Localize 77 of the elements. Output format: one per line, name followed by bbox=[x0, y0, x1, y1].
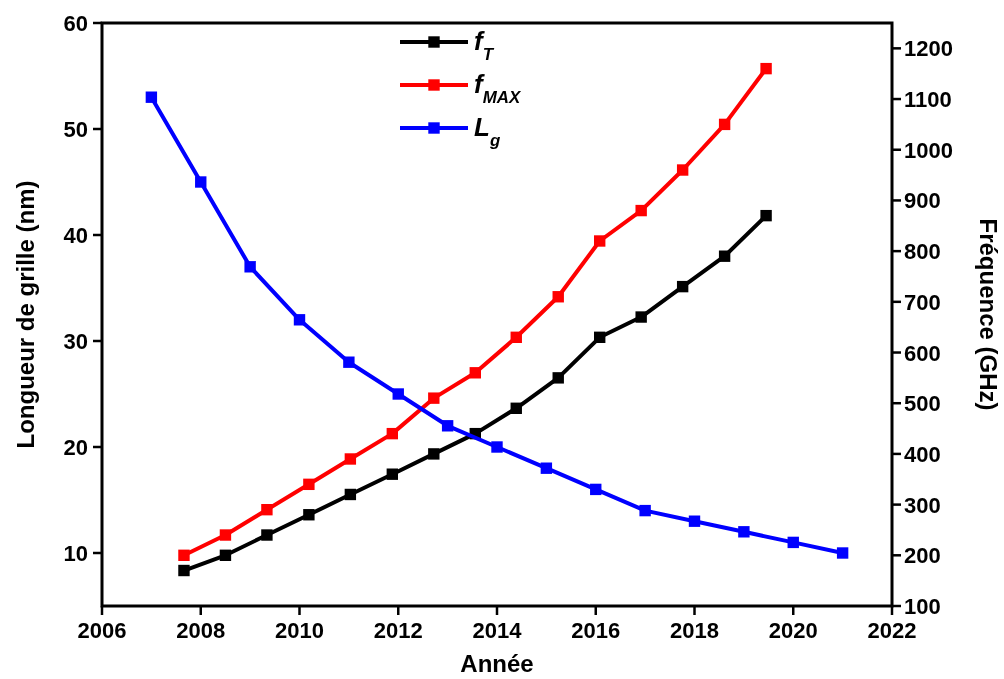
point bbox=[491, 441, 503, 453]
point bbox=[428, 392, 440, 404]
point bbox=[635, 204, 647, 217]
y2-tick-label: 600 bbox=[904, 340, 941, 366]
y2-tick-label: 300 bbox=[904, 492, 941, 518]
point bbox=[344, 453, 357, 465]
y2-tick-label: 100 bbox=[904, 594, 941, 619]
point bbox=[303, 509, 315, 521]
point bbox=[552, 291, 564, 303]
point bbox=[219, 529, 232, 541]
x-tick-label: 2014 bbox=[472, 618, 523, 643]
point bbox=[510, 331, 522, 344]
point bbox=[635, 311, 647, 323]
legend-label: L$_{g}$ bbox=[474, 112, 501, 150]
x-tick-label: 2012 bbox=[373, 618, 423, 643]
x-tick-label: 2016 bbox=[571, 618, 621, 643]
y2-tick-label: 200 bbox=[904, 543, 941, 569]
legend-label: f$_{MAX}$ bbox=[474, 69, 522, 107]
point bbox=[386, 427, 399, 440]
y2-tick-label: 1000 bbox=[904, 137, 953, 163]
point bbox=[303, 478, 315, 491]
legend-label: f$_{T}$ bbox=[474, 26, 495, 64]
point bbox=[540, 462, 553, 474]
point bbox=[594, 331, 606, 344]
y2-tick-label: 1100 bbox=[904, 87, 952, 113]
point bbox=[760, 62, 772, 75]
x-tick-label: 2018 bbox=[670, 618, 719, 643]
x-tick-label: 2022 bbox=[867, 618, 917, 643]
y2-tick-label: 900 bbox=[904, 188, 941, 214]
point bbox=[510, 402, 522, 414]
y2-tick-label: 700 bbox=[904, 289, 941, 315]
x-tick-label: 2020 bbox=[768, 618, 818, 643]
point bbox=[178, 564, 190, 577]
y2-tick-label: 400 bbox=[904, 441, 941, 467]
point bbox=[145, 91, 158, 103]
y2-tick-label: 800 bbox=[904, 239, 941, 265]
point bbox=[343, 356, 355, 368]
point bbox=[344, 488, 357, 501]
point bbox=[676, 280, 689, 293]
point bbox=[738, 526, 750, 538]
point bbox=[552, 372, 564, 384]
point bbox=[760, 209, 772, 222]
y-tick-label: 50 bbox=[63, 117, 88, 142]
point bbox=[261, 529, 273, 541]
point bbox=[178, 549, 190, 562]
y-tick-label: 20 bbox=[63, 435, 88, 460]
point bbox=[836, 547, 849, 559]
point bbox=[594, 235, 606, 247]
point bbox=[688, 515, 701, 527]
x-tick-label: 2008 bbox=[176, 618, 226, 643]
y2-tick-label: 500 bbox=[904, 391, 941, 417]
x-tick-label: 2006 bbox=[77, 618, 127, 643]
point bbox=[219, 549, 232, 562]
point bbox=[718, 118, 731, 131]
point bbox=[718, 250, 731, 262]
point bbox=[787, 536, 799, 549]
point bbox=[428, 448, 440, 460]
point bbox=[639, 504, 651, 517]
y-axis-title: Longueur de grille (nm) bbox=[12, 180, 39, 449]
point bbox=[469, 367, 481, 379]
x-axis-title: Année bbox=[460, 650, 534, 677]
point bbox=[386, 468, 399, 480]
y-tick-label: 10 bbox=[63, 541, 88, 566]
point bbox=[676, 164, 689, 176]
x-tick-label: 2010 bbox=[275, 618, 324, 643]
y2-axis-title: Fréquence (GHz) bbox=[975, 218, 1002, 411]
point bbox=[392, 388, 404, 400]
point bbox=[590, 483, 602, 496]
point bbox=[441, 420, 454, 432]
y-tick-label: 40 bbox=[63, 223, 88, 248]
y-tick-label: 60 bbox=[63, 11, 88, 36]
point bbox=[195, 176, 207, 188]
y-tick-label: 30 bbox=[63, 329, 88, 354]
point bbox=[244, 261, 256, 273]
point bbox=[293, 314, 306, 326]
y2-tick-label: 1200 bbox=[904, 36, 953, 62]
point bbox=[261, 503, 273, 516]
